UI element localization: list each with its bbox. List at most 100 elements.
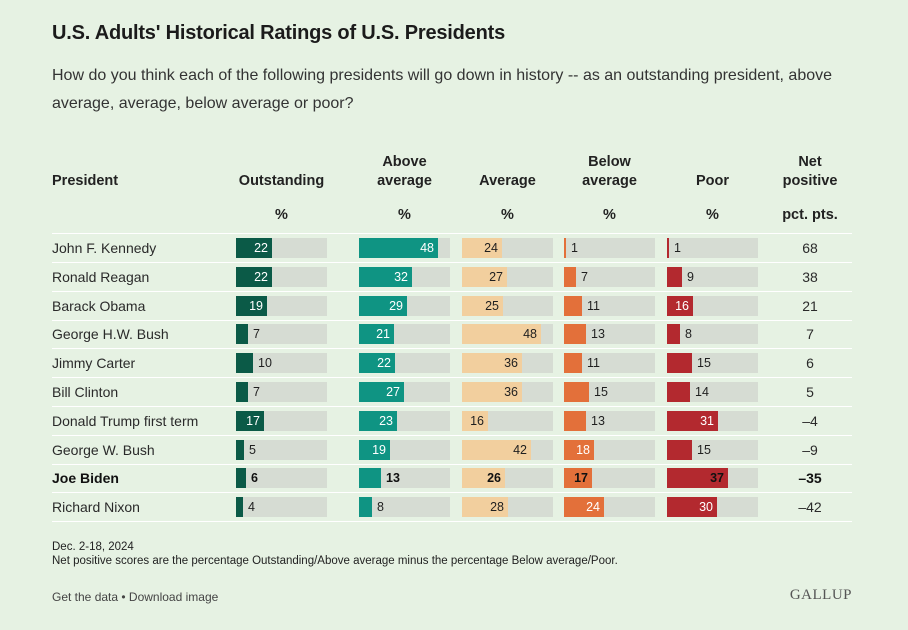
bar-track-average: 48 bbox=[462, 324, 553, 345]
header-above: Above average bbox=[377, 154, 432, 189]
bar-track-average: 25 bbox=[462, 295, 553, 316]
value-label-below: 11 bbox=[587, 298, 600, 313]
bar-below bbox=[564, 266, 576, 287]
bar-track-above: 29 bbox=[359, 295, 450, 316]
bar-track-below: 11 bbox=[564, 295, 655, 316]
bar-below bbox=[564, 439, 594, 460]
bar-track-average: 36 bbox=[462, 353, 553, 374]
value-label-above: 29 bbox=[389, 298, 403, 313]
bar-track-outstanding: 19 bbox=[236, 295, 327, 316]
value-label-above: 27 bbox=[386, 385, 400, 399]
unit-net-positive: pct. pts. bbox=[782, 207, 838, 223]
header-president: President bbox=[52, 173, 119, 189]
value-label-below: 15 bbox=[594, 385, 608, 399]
net-positive-value: 5 bbox=[806, 384, 814, 400]
president-name: Donald Trump first term bbox=[52, 412, 199, 429]
bar-outstanding bbox=[236, 497, 243, 518]
header-below: Below average bbox=[582, 154, 637, 189]
value-label-below: 11 bbox=[587, 356, 600, 371]
bar-track-above: 8 bbox=[359, 497, 450, 518]
bar-track-below: 13 bbox=[564, 324, 655, 345]
value-label-below: 18 bbox=[576, 442, 590, 457]
bar-track-poor: 30 bbox=[667, 497, 758, 518]
bar-track-outstanding: 22 bbox=[236, 266, 327, 287]
table-top-rule bbox=[52, 233, 852, 234]
header-net-positive: Net positive bbox=[782, 154, 838, 189]
bar-average bbox=[462, 353, 522, 374]
president-name: Jimmy Carter bbox=[52, 355, 136, 372]
net-positive-value: 7 bbox=[806, 326, 814, 343]
value-label-above: 48 bbox=[420, 241, 434, 255]
value-label-above: 23 bbox=[379, 413, 393, 428]
value-label-above: 8 bbox=[377, 500, 384, 515]
header-poor: Poor bbox=[695, 173, 730, 189]
net-positive-value: –4 bbox=[802, 412, 818, 429]
value-label-below: 1 bbox=[571, 241, 578, 255]
table-row: George H.W. Bush 7 21 48 13 8 7 bbox=[52, 320, 852, 350]
table-row: Richard Nixon 4 8 28 24 30 –42 bbox=[52, 493, 852, 523]
bar-track-below: 1 bbox=[564, 238, 655, 258]
bar-above bbox=[359, 439, 390, 460]
bar-average bbox=[462, 266, 507, 287]
bar-track-outstanding: 7 bbox=[236, 324, 327, 345]
bar-track-poor: 1 bbox=[667, 238, 758, 258]
value-label-below: 7 bbox=[581, 269, 588, 284]
bar-average bbox=[462, 324, 541, 345]
net-positive-value: 38 bbox=[802, 268, 818, 285]
value-label-poor: 1 bbox=[674, 241, 681, 255]
bar-below bbox=[564, 382, 589, 402]
value-label-average: 28 bbox=[490, 500, 504, 515]
bar-track-poor: 37 bbox=[667, 468, 758, 489]
bar-below bbox=[564, 324, 586, 345]
bar-track-above: 22 bbox=[359, 353, 450, 374]
bar-track-below: 11 bbox=[564, 353, 655, 374]
value-label-outstanding: 7 bbox=[253, 327, 260, 342]
bar-average bbox=[462, 295, 503, 316]
value-label-average: 36 bbox=[504, 385, 518, 399]
value-label-average: 48 bbox=[523, 327, 537, 342]
value-label-below: 13 bbox=[591, 413, 605, 428]
header-average: Average bbox=[479, 173, 536, 189]
value-label-poor: 31 bbox=[700, 413, 714, 428]
bar-track-poor: 14 bbox=[667, 382, 758, 402]
bar-track-poor: 15 bbox=[667, 353, 758, 374]
value-label-poor: 16 bbox=[675, 298, 689, 313]
bar-average bbox=[462, 238, 502, 258]
bar-outstanding bbox=[236, 382, 248, 402]
footer-links[interactable]: Get the data • Download image bbox=[52, 590, 219, 604]
president-name: Bill Clinton bbox=[52, 384, 119, 400]
value-label-average: 16 bbox=[470, 413, 484, 428]
bar-track-average: 16 bbox=[462, 410, 553, 431]
value-label-outstanding: 19 bbox=[249, 298, 263, 313]
bar-track-average: 42 bbox=[462, 439, 553, 460]
value-label-poor: 15 bbox=[697, 356, 711, 371]
bar-track-below: 17 bbox=[564, 468, 655, 489]
bar-track-average: 27 bbox=[462, 266, 553, 287]
bar-poor bbox=[667, 468, 728, 489]
value-label-below: 17 bbox=[574, 471, 588, 486]
bar-track-below: 18 bbox=[564, 439, 655, 460]
bar-average bbox=[462, 439, 531, 460]
value-label-average: 27 bbox=[489, 269, 503, 284]
bar-below bbox=[564, 353, 582, 374]
value-label-poor: 8 bbox=[685, 327, 692, 342]
bar-above bbox=[359, 353, 395, 374]
bar-track-outstanding: 6 bbox=[236, 468, 327, 489]
footnote: Net positive scores are the percentage O… bbox=[52, 555, 618, 567]
bar-track-above: 32 bbox=[359, 266, 450, 287]
bar-outstanding bbox=[236, 410, 264, 431]
value-label-below: 24 bbox=[586, 500, 600, 515]
bar-track-above: 27 bbox=[359, 382, 450, 402]
bar-below bbox=[564, 238, 566, 258]
bar-poor bbox=[667, 238, 669, 258]
bar-track-outstanding: 5 bbox=[236, 439, 327, 460]
value-label-above: 32 bbox=[394, 269, 408, 284]
bar-track-below: 15 bbox=[564, 382, 655, 402]
net-positive-value: 6 bbox=[806, 355, 814, 372]
table-row: Donald Trump first term 17 23 16 13 31 –4 bbox=[52, 407, 852, 436]
table-row: George W. Bush 5 19 42 18 15 –9 bbox=[52, 436, 852, 465]
bar-below bbox=[564, 410, 586, 431]
bar-track-outstanding: 17 bbox=[236, 410, 327, 431]
net-positive-value: –35 bbox=[798, 470, 822, 487]
value-label-outstanding: 5 bbox=[249, 442, 256, 457]
